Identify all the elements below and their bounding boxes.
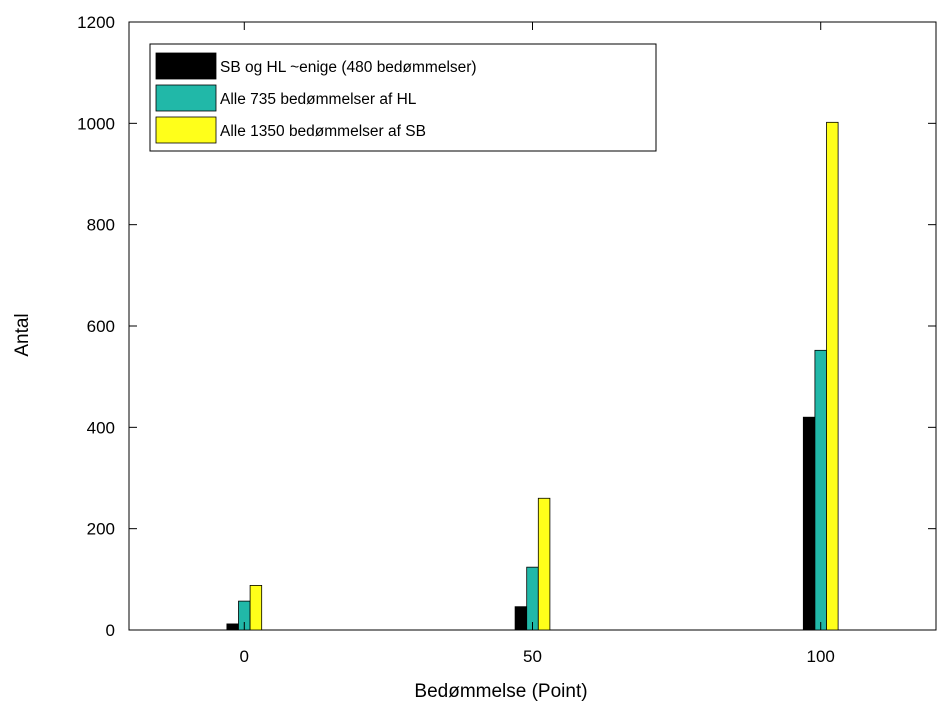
y-tick-label: 600 (87, 317, 115, 336)
bar-1-x0 (226, 623, 239, 631)
legend-swatch-2 (155, 84, 217, 112)
y-axis-ticks: 0 200 400 600 800 1000 1200 (77, 13, 936, 640)
x-tick-label: 0 (240, 647, 249, 666)
legend-label-2: Alle 735 bedømmelser af HL (220, 91, 417, 108)
y-tick-label: 1000 (77, 114, 115, 133)
legend-box (149, 43, 657, 152)
bar-3-x0 (249, 585, 263, 631)
y-tick-label: 0 (106, 621, 115, 640)
x-tick-label: 100 (807, 647, 835, 666)
bar-3-x100 (826, 121, 839, 631)
x-tick-label: 50 (523, 647, 542, 666)
x-axis-title: Bedømmelse (Point) (414, 681, 587, 702)
y-tick-label: 200 (87, 520, 115, 539)
bar-3-x50 (537, 497, 551, 631)
bar-1-x50 (514, 606, 528, 631)
y-tick-label: 400 (87, 418, 115, 437)
legend-swatch-3 (155, 116, 217, 144)
bar-1-x100 (802, 416, 816, 631)
legend-label-1: SB og HL ~enige (480 bedømmelser) (220, 59, 477, 76)
legend: SB og HL ~enige (480 bedømmelser) Alle 73… (149, 43, 657, 152)
legend-label-3: Alle 1350 bedømmelser af SB (220, 123, 426, 140)
bar-2-x50 (526, 566, 539, 631)
y-tick-label: 800 (87, 216, 115, 235)
y-axis-title: Antal (12, 313, 33, 356)
y-tick-label: 1200 (77, 13, 115, 32)
legend-swatch-1 (155, 52, 217, 80)
x-axis-ticks: 0 50 100 (240, 22, 835, 666)
bar-2-x100 (814, 349, 827, 631)
